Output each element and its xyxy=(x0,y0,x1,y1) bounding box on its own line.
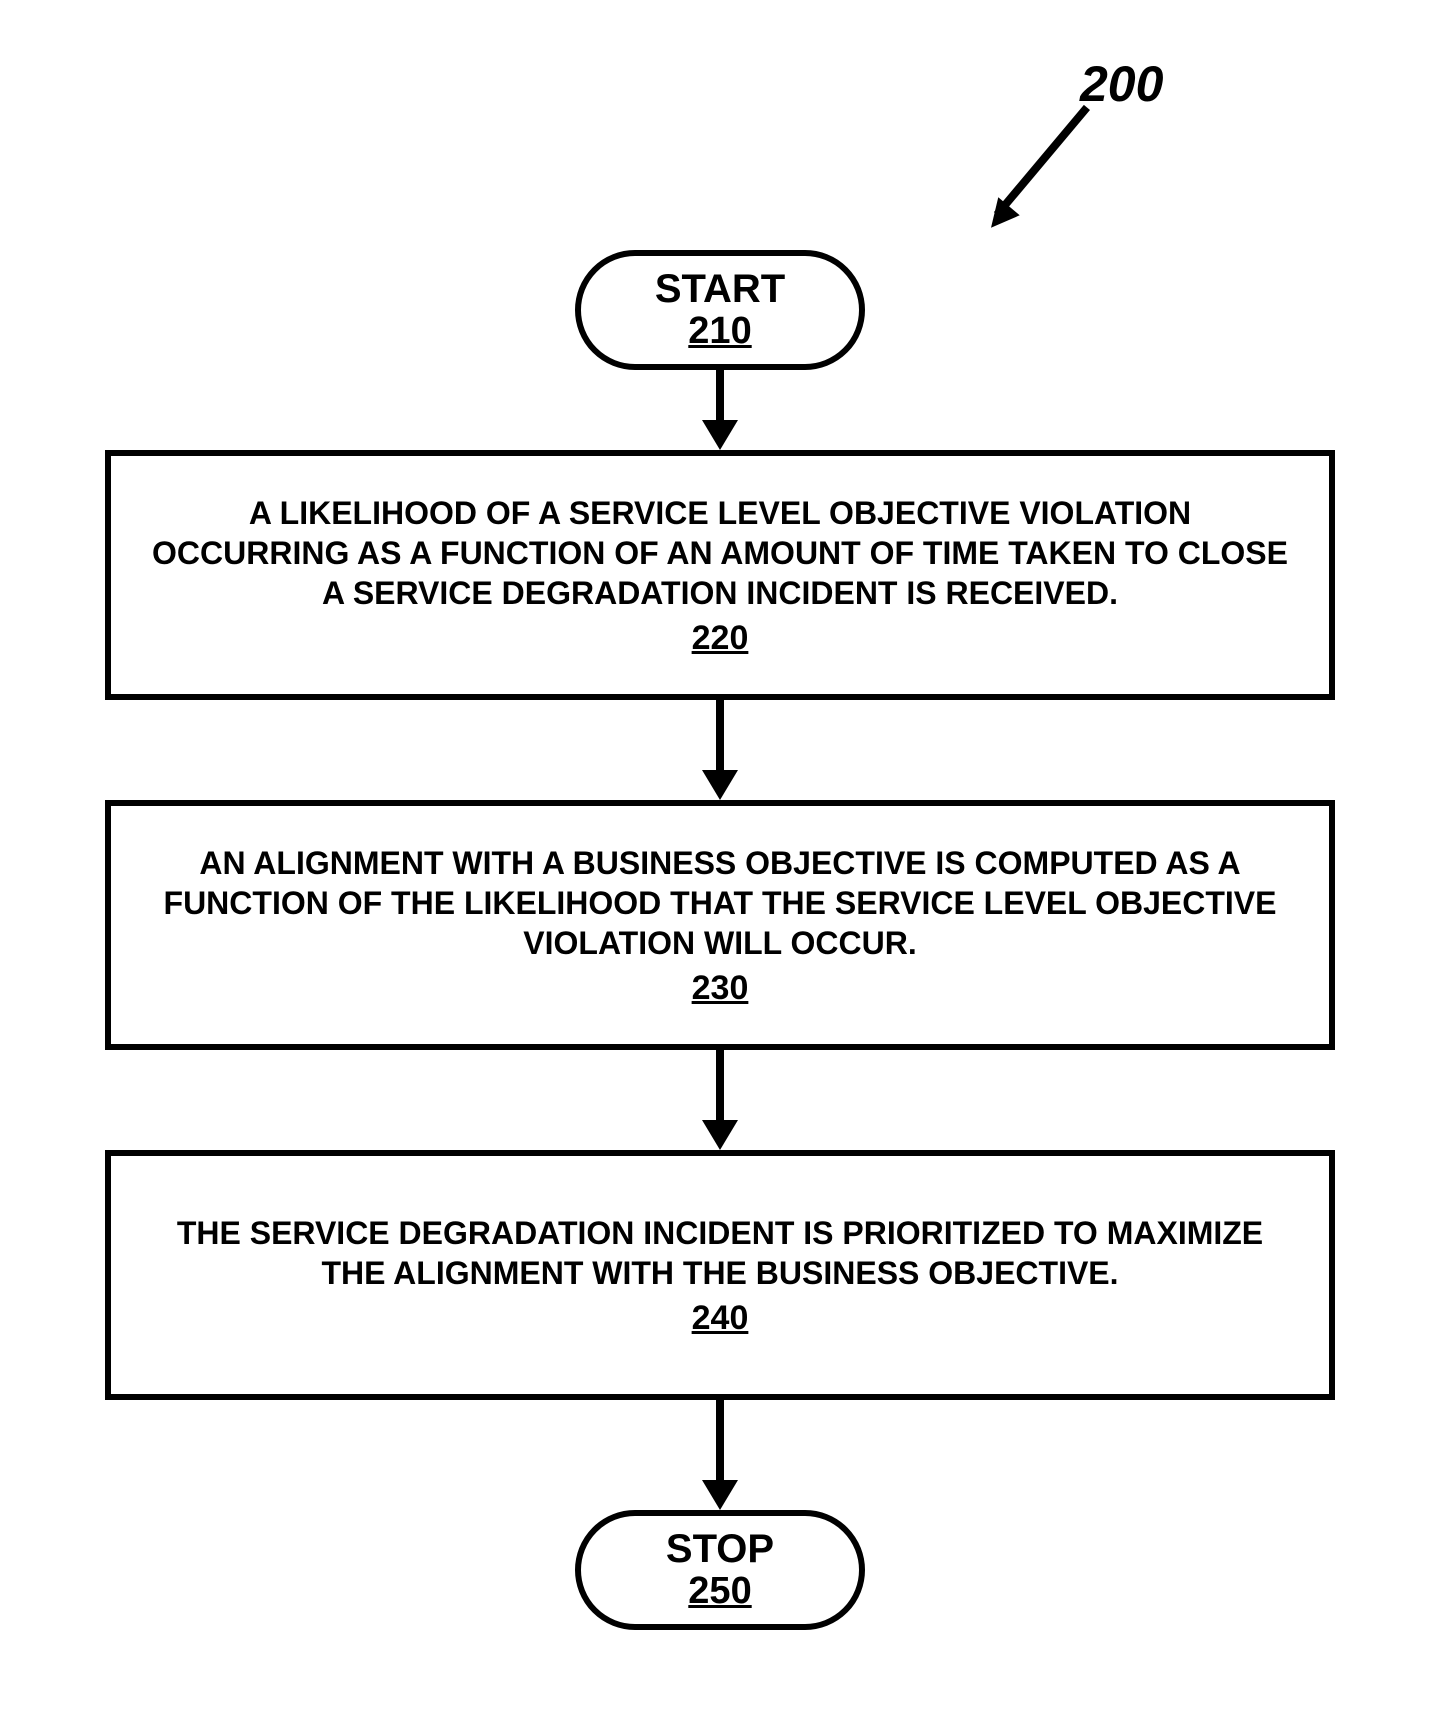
figure-reference-arrow xyxy=(994,105,1090,217)
step3-text: THE SERVICE DEGRADATION INCIDENT IS PRIO… xyxy=(151,1213,1289,1293)
step3-number: 240 xyxy=(692,1299,749,1338)
step1-node: A LIKELIHOOD OF A SERVICE LEVEL OBJECTIV… xyxy=(105,450,1335,700)
step2-node: AN ALIGNMENT WITH A BUSINESS OBJECTIVE I… xyxy=(105,800,1335,1050)
arrow-head-step2-to-step3 xyxy=(702,1120,738,1150)
step1-text: A LIKELIHOOD OF A SERVICE LEVEL OBJECTIV… xyxy=(151,493,1289,613)
figure-reference-number: 200 xyxy=(1080,55,1163,113)
stop-node: STOP250 xyxy=(575,1510,865,1630)
stop-label: STOP xyxy=(666,1527,774,1571)
arrow-step2-to-step3 xyxy=(716,1050,724,1120)
arrow-head-start-to-step1 xyxy=(702,420,738,450)
start-number: 210 xyxy=(688,311,751,353)
arrow-step1-to-step2 xyxy=(716,700,724,770)
arrow-start-to-step1 xyxy=(716,370,724,420)
figure-reference-arrow-head xyxy=(980,198,1019,237)
step1-number: 220 xyxy=(692,619,749,658)
step2-text: AN ALIGNMENT WITH A BUSINESS OBJECTIVE I… xyxy=(151,843,1289,963)
flowchart-canvas: 200 START210 A LIKELIHOOD OF A SERVICE LE… xyxy=(0,0,1440,1714)
step2-number: 230 xyxy=(692,969,749,1008)
step3-node: THE SERVICE DEGRADATION INCIDENT IS PRIO… xyxy=(105,1150,1335,1400)
arrow-head-step1-to-step2 xyxy=(702,770,738,800)
start-label: START xyxy=(655,267,785,311)
arrow-head-step3-to-stop xyxy=(702,1480,738,1510)
arrow-step3-to-stop xyxy=(716,1400,724,1480)
stop-number: 250 xyxy=(688,1571,751,1613)
start-node: START210 xyxy=(575,250,865,370)
